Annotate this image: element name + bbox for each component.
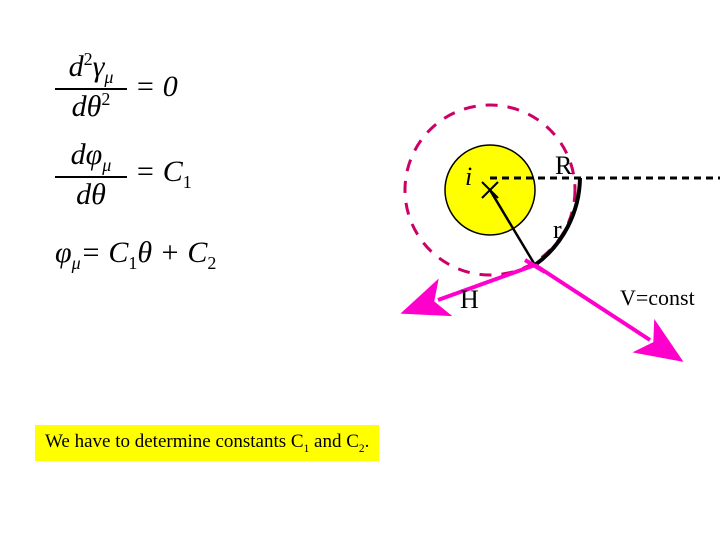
H-arrow <box>438 265 535 300</box>
sup: 2 <box>101 89 110 109</box>
eq2-rhs: = C1 <box>135 155 192 193</box>
sub: 1 <box>183 172 192 192</box>
eq3-rhs: = C1θ + C2 <box>81 236 217 274</box>
txt: φ <box>55 236 72 269</box>
sub: μ <box>72 253 81 273</box>
label-r: r <box>553 215 562 245</box>
fraction-2: dφμ dθ <box>55 138 127 211</box>
eq1-numerator: d2γμ <box>65 50 118 88</box>
eq3-lhs: φμ <box>55 236 81 274</box>
label-V: V=const <box>620 285 695 311</box>
sub: μ <box>104 67 113 87</box>
equation-1: d2γμ dθ2 = 0 <box>55 50 216 123</box>
footer-note: We have to determine constants C1 and C2… <box>35 425 379 461</box>
txt: θ + C <box>137 236 207 269</box>
eq1-denominator: dθ2 <box>68 90 115 123</box>
equation-block: d2γμ dθ2 = 0 dφμ dθ = C1 φμ = C1θ + C2 <box>55 50 216 288</box>
label-R: R <box>555 151 572 181</box>
txt: . <box>365 431 370 452</box>
sub: μ <box>102 155 111 175</box>
sup: 2 <box>84 49 93 69</box>
equation-3: φμ = C1θ + C2 <box>55 236 216 274</box>
sub: 2 <box>207 253 216 273</box>
label-H: H <box>460 285 479 315</box>
fraction-1: d2γμ dθ2 <box>55 50 127 123</box>
eq1-rhs: = 0 <box>135 70 178 103</box>
txt: and C <box>309 431 359 452</box>
txt: dφ <box>71 138 103 171</box>
txt: We have to determine constants C <box>45 431 304 452</box>
txt: d <box>69 50 84 83</box>
txt: γ <box>93 50 105 83</box>
label-i: i <box>465 162 472 192</box>
eq2-numerator: dφμ <box>67 138 116 176</box>
eq2-denominator: dθ <box>72 178 110 211</box>
txt: = C <box>135 155 183 188</box>
txt: = C <box>81 236 129 269</box>
equation-2: dφμ dθ = C1 <box>55 138 216 211</box>
physics-diagram <box>360 100 720 400</box>
txt: dθ <box>72 90 102 123</box>
